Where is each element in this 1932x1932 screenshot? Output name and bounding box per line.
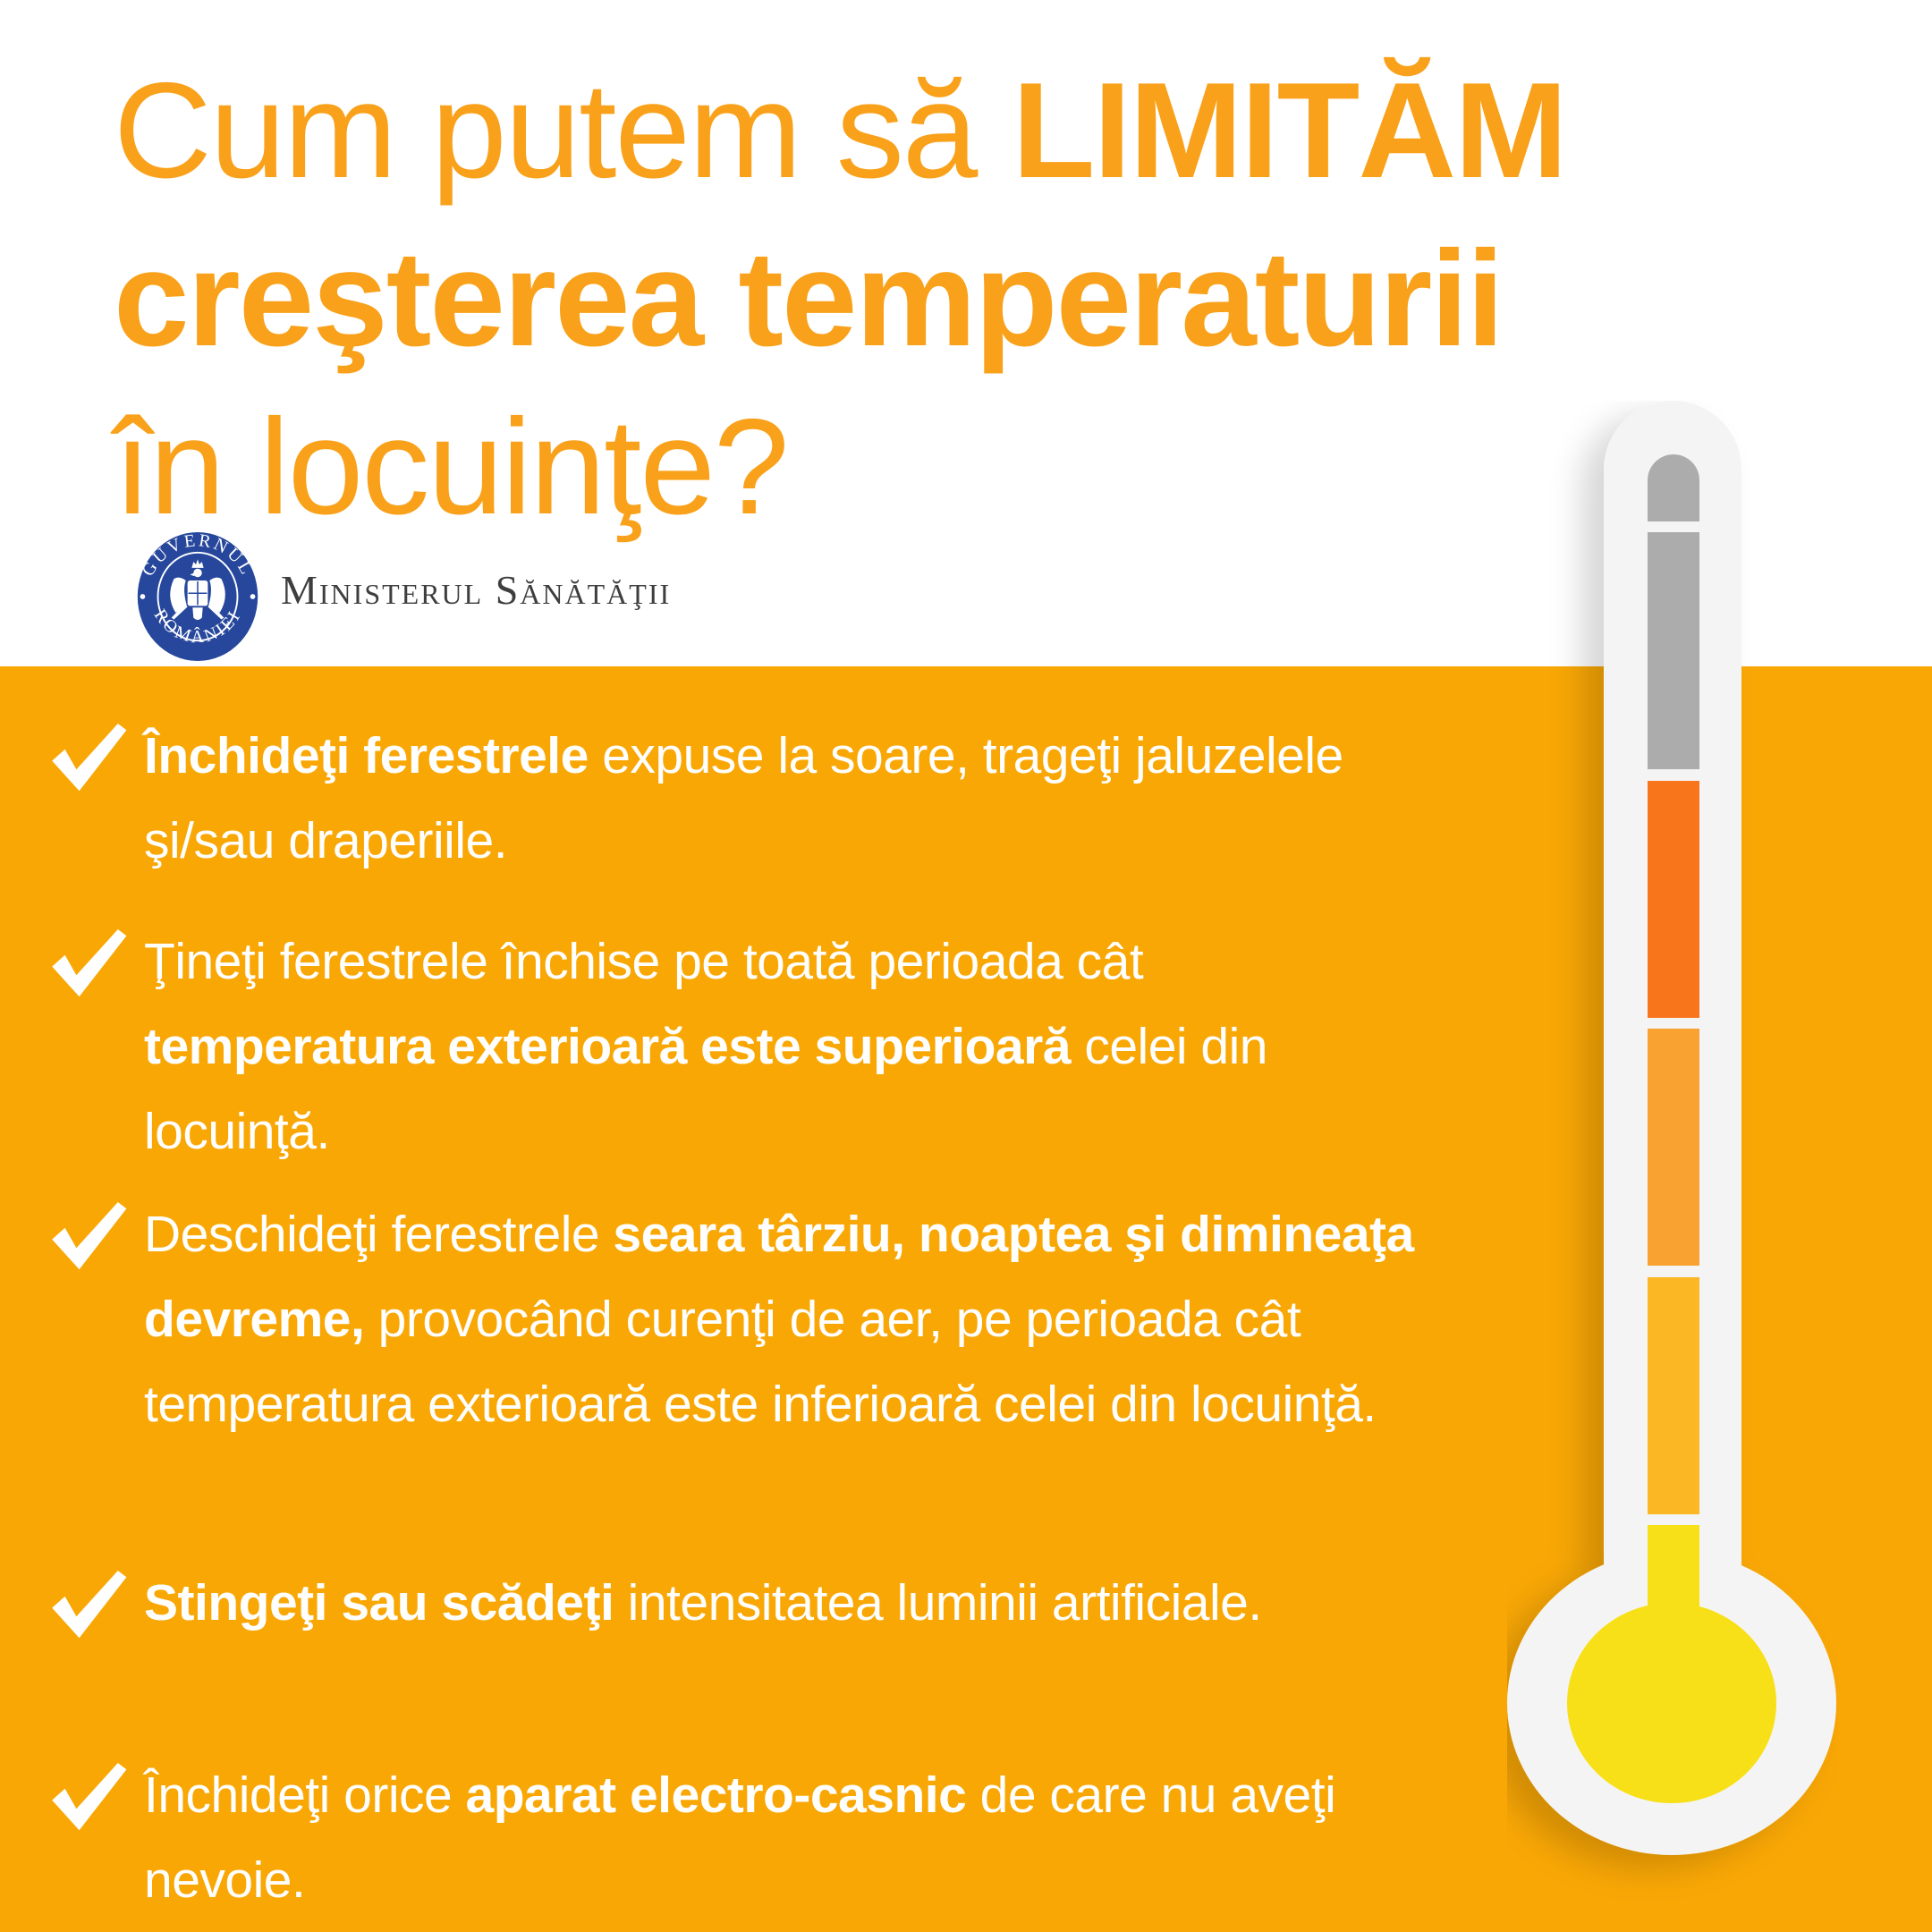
segment-top-cap (1648, 454, 1699, 521)
checklist-item-text: Deschideţi ferestrele seara târziu, noap… (144, 1206, 1414, 1433)
seal-inner-ring (157, 551, 239, 642)
checklist-item: Stingeţi sau scădeţi intensitatea lumini… (49, 1561, 1437, 1646)
segment-warm-orange (1648, 1029, 1699, 1266)
segment-gray (1648, 532, 1699, 769)
thermometer-illustration (1507, 401, 1836, 1855)
checklist-item: Închideţi orice aparat electro-casnic de… (49, 1753, 1437, 1923)
checklist-item-text: Ţineţi ferestrele închise pe toată perio… (144, 933, 1267, 1160)
checklist-item-text: Închideţi orice aparat electro-casnic de… (144, 1767, 1336, 1909)
checklist-item-text: Închideţi ferestrele expuse la soare, tr… (144, 727, 1343, 869)
checklist-item: Deschideţi ferestrele seara târziu, noap… (49, 1192, 1437, 1447)
check-icon (52, 724, 127, 792)
title-line2-bold: creşterea temperaturii (114, 223, 1504, 375)
eagle-emblem-icon (170, 559, 225, 621)
check-icon (52, 1571, 127, 1639)
title-line1-bold: LIMITĂM (1012, 55, 1568, 207)
check-icon (52, 1202, 127, 1270)
check-icon (52, 929, 127, 997)
checklist-item: Ţineţi ferestrele închise pe toată perio… (49, 919, 1437, 1174)
segment-hot-orange (1648, 781, 1699, 1018)
check-icon (52, 1763, 127, 1831)
eagle-shield-lines (188, 580, 208, 606)
title-line3: în locuinţe? (114, 391, 789, 543)
ministry-name: Ministerul Sănătăţii (281, 567, 672, 613)
checklist-item-text: Stingeţi sau scădeţi intensitatea lumini… (144, 1574, 1262, 1631)
page-title: Cum putem să LIMITĂM creşterea temperatu… (114, 47, 1688, 551)
thermometer-scale (1567, 454, 1776, 1803)
segment-amber (1648, 1277, 1699, 1514)
government-seal-logo: GUVERNUL ROMÂNIEI (137, 530, 258, 661)
title-line1-regular: Cum putem să (114, 55, 1013, 207)
checklist-item: Închideţi ferestrele expuse la soare, tr… (49, 714, 1437, 884)
bulb-fill (1567, 1603, 1776, 1803)
